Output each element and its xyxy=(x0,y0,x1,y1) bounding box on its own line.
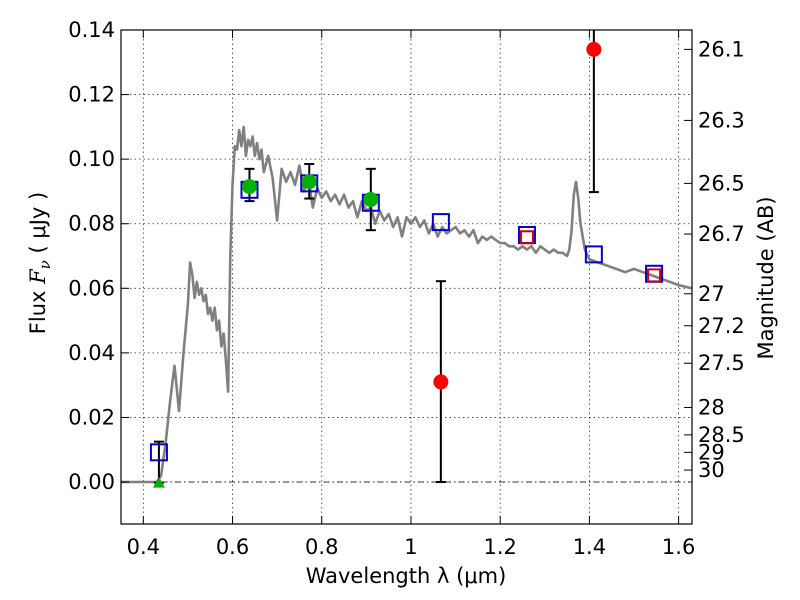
y-tick-label: 0.00 xyxy=(68,470,115,494)
y-tick-label: 0.14 xyxy=(68,18,115,42)
right-tick-label: 29 xyxy=(698,440,725,464)
x-tick-label: 0.4 xyxy=(127,535,160,559)
y-axis-title-symbol: F xyxy=(26,268,50,285)
x-axis-title: Wavelength λ (μm) xyxy=(306,564,507,588)
x-tick-label: 1 xyxy=(404,535,417,559)
right-tick-label: 27 xyxy=(698,282,725,306)
x-tick-labels: 0.4 0.6 0.8 1 1.2 1.4 1.6 xyxy=(127,535,696,559)
plot-frame xyxy=(120,29,693,525)
observed-point-green xyxy=(241,179,257,195)
model-square-blue xyxy=(584,245,603,264)
observed-point-green xyxy=(301,174,317,190)
template-spectrum-line xyxy=(121,125,693,484)
observed-point-red xyxy=(586,41,602,57)
model-square-blue xyxy=(149,443,168,462)
grid-lines xyxy=(121,29,692,524)
y-axis-title-unit: ( μJy ) xyxy=(26,192,50,260)
template-spectrum-group xyxy=(121,125,693,484)
observed-point-green xyxy=(363,192,379,208)
x-tick-label: 0.6 xyxy=(216,535,249,559)
y-tick-label: 0.08 xyxy=(68,212,115,236)
data-markers-group xyxy=(149,41,664,488)
axis-ticks xyxy=(121,29,692,524)
model-square-red xyxy=(519,230,534,245)
x-tick-label: 0.8 xyxy=(305,535,338,559)
y-tick-label: 0.06 xyxy=(68,276,115,300)
right-tick-label: 26.7 xyxy=(698,222,745,246)
right-tick-label: 26.1 xyxy=(698,37,745,61)
upper-limit-triangle xyxy=(152,476,165,488)
y-tick-label: 0.04 xyxy=(68,341,115,365)
right-tick-label: 28.5 xyxy=(698,423,745,447)
y-tick-labels: 0.00 0.02 0.04 0.06 0.08 0.10 0.12 0.14 xyxy=(68,18,115,494)
right-axis-title: Magnitude (AB) xyxy=(754,196,778,359)
y-axis-title-subscript: ν xyxy=(36,260,54,269)
right-tick-label: 28 xyxy=(698,395,725,419)
x-tick-label: 1.6 xyxy=(662,535,695,559)
observed-point-red xyxy=(433,374,449,390)
right-tick-label: 27.2 xyxy=(698,314,745,338)
right-tick-label: 27.5 xyxy=(698,351,745,375)
y-axis-title: Flux Fν ( μJy ) xyxy=(26,192,54,334)
y-axis-title-main: Flux xyxy=(26,284,50,334)
right-tick-label: 26.3 xyxy=(698,108,745,132)
model-square-red xyxy=(647,268,662,283)
y-tick-label: 0.02 xyxy=(68,405,115,429)
right-tick-label: 26.5 xyxy=(698,171,745,195)
right-tick-label: 30 xyxy=(698,458,725,482)
error-bars-group xyxy=(153,30,599,484)
x-tick-label: 1.4 xyxy=(573,535,606,559)
model-square-blue xyxy=(431,213,450,232)
y-tick-label: 0.10 xyxy=(68,147,115,171)
x-tick-label: 1.2 xyxy=(483,535,516,559)
y-tick-label: 0.12 xyxy=(68,83,115,107)
